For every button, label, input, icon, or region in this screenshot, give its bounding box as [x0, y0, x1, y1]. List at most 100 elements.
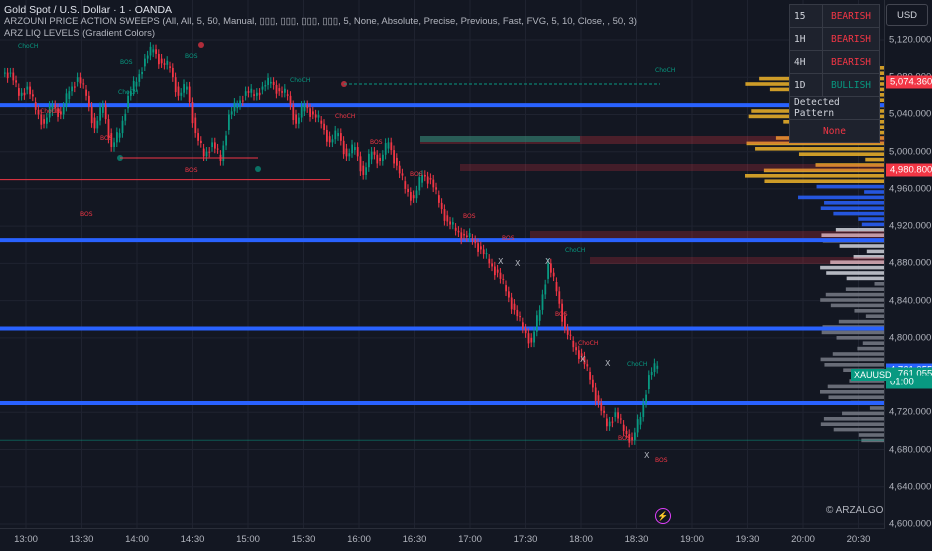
supply-zone	[460, 164, 885, 171]
volume-profile-bar	[824, 363, 885, 367]
candle-body	[351, 144, 353, 154]
candle-body	[236, 105, 239, 109]
time-tick: 13:00	[14, 534, 38, 545]
symbol-title[interactable]: Gold Spot / U.S. Dollar · 1 · OANDA	[4, 4, 173, 16]
candle-body	[323, 123, 325, 130]
volume-profile-bar	[864, 190, 885, 194]
volume-profile-bar	[815, 163, 885, 167]
volume-profile-bar	[830, 260, 885, 264]
candle-body	[656, 365, 659, 369]
candle-body	[96, 120, 99, 129]
candle-body	[230, 111, 233, 115]
candle-body	[583, 356, 586, 365]
indicator-sweeps[interactable]: ARZOUNI PRICE ACTION SWEEPS (All, All, 5…	[4, 16, 637, 27]
currency-button[interactable]: USD	[886, 4, 928, 26]
candle-body	[258, 92, 261, 96]
candle-body	[261, 86, 264, 90]
indicator-liq-levels[interactable]: ARZ LIQ LEVELS (Gradient Colors)	[4, 28, 155, 39]
supply-zone	[590, 257, 885, 264]
price-tick: 4,800.000	[889, 332, 932, 344]
candle-body	[468, 232, 471, 238]
candle-body	[348, 153, 351, 157]
candle-body	[51, 105, 54, 112]
candle-body	[211, 142, 213, 148]
candle-body	[466, 235, 468, 238]
mtf-trend-table: 15 BEARISH 1H BEARISH 4H BEARISH 1D BULLISH Det…	[789, 4, 880, 143]
sweep-dot	[255, 166, 261, 172]
structure-label: ChoCH	[18, 43, 38, 50]
candle-body	[4, 72, 6, 74]
structure-label: BOS	[502, 235, 515, 242]
candle-body	[370, 151, 373, 160]
time-tick: 19:30	[735, 534, 760, 545]
candle-body	[513, 303, 516, 310]
candle-body	[432, 179, 435, 188]
candle-body	[345, 148, 348, 157]
lightning-icon[interactable]: ⚡	[655, 508, 671, 524]
sweep-x-mark: X	[498, 257, 504, 266]
candle-body	[306, 105, 309, 109]
candle-body	[278, 88, 281, 92]
candle-body	[76, 77, 79, 82]
candle-body	[544, 284, 547, 295]
candle-body	[270, 81, 272, 84]
candle-body	[169, 66, 171, 68]
volume-profile-bar	[824, 201, 885, 205]
candle-body	[379, 157, 381, 161]
candle-body	[586, 364, 589, 367]
candle-body	[104, 105, 107, 120]
candle-body	[37, 109, 40, 115]
candle-body	[608, 421, 611, 427]
candle-body	[110, 133, 113, 148]
candle-body	[555, 282, 558, 292]
candle-body	[23, 92, 26, 96]
candle-body	[138, 74, 141, 82]
candle-body	[594, 387, 597, 401]
structure-label: BOS	[100, 135, 113, 142]
candle-body	[152, 49, 155, 53]
sweep-x-mark: X	[644, 451, 650, 460]
volume-profile-bar	[874, 282, 885, 286]
price-tick: 4,600.000	[889, 518, 932, 530]
candle-body	[645, 394, 647, 403]
candle-body	[396, 157, 398, 166]
structure-label: BOS	[655, 457, 668, 464]
mtf-row-4h: 4H BEARISH	[790, 51, 879, 74]
structure-label: BOS	[120, 59, 133, 66]
candle-body	[54, 105, 57, 109]
structure-label: BOS	[80, 211, 93, 218]
candle-body	[412, 195, 415, 199]
structure-label: ChoCH	[578, 340, 598, 347]
candle-body	[580, 353, 583, 357]
price-axis[interactable]: USD 5,120.0005,080.0005,040.0005,000.000…	[884, 0, 932, 530]
candle-body	[194, 117, 197, 134]
trend-status: BULLISH	[830, 79, 872, 91]
volume-profile-bar	[828, 395, 885, 399]
price-tag: 01:00	[886, 375, 932, 389]
mtf-row-15: 15 BEARISH	[790, 5, 879, 28]
candle-body	[359, 156, 362, 172]
candle-body	[354, 147, 356, 151]
candle-body	[71, 86, 73, 92]
candle-body	[118, 133, 121, 138]
structure-label: ChoCH	[290, 77, 310, 84]
candle-body	[443, 209, 446, 221]
candle-body	[505, 285, 507, 292]
price-chart[interactable]: BOS BOS BOS BOS BOS ChoCH ChoCH ChoCH ChoCH BOS BO…	[0, 0, 885, 528]
chart-area[interactable]: BOS BOS BOS BOS BOS ChoCH ChoCH ChoCH ChoCH BOS BO…	[0, 0, 885, 528]
candle-body	[578, 350, 580, 359]
volume-profile-bar	[838, 319, 885, 324]
time-tick: 19:00	[680, 534, 704, 545]
candle-body	[331, 139, 334, 143]
candle-body	[494, 266, 496, 276]
candle-body	[625, 430, 628, 435]
candle-body	[376, 154, 379, 164]
candle-body	[328, 136, 331, 143]
structure-label: BOS	[185, 53, 198, 60]
candle-body	[572, 340, 575, 348]
volume-profile-bar	[821, 330, 885, 335]
time-axis[interactable]: 13:00 13:30 14:00 14:30 15:00 15:30 16:00 16:30…	[0, 528, 885, 551]
candle-body	[46, 117, 48, 124]
time-tick: 15:30	[291, 534, 316, 545]
volume-profile-bar	[857, 346, 885, 351]
